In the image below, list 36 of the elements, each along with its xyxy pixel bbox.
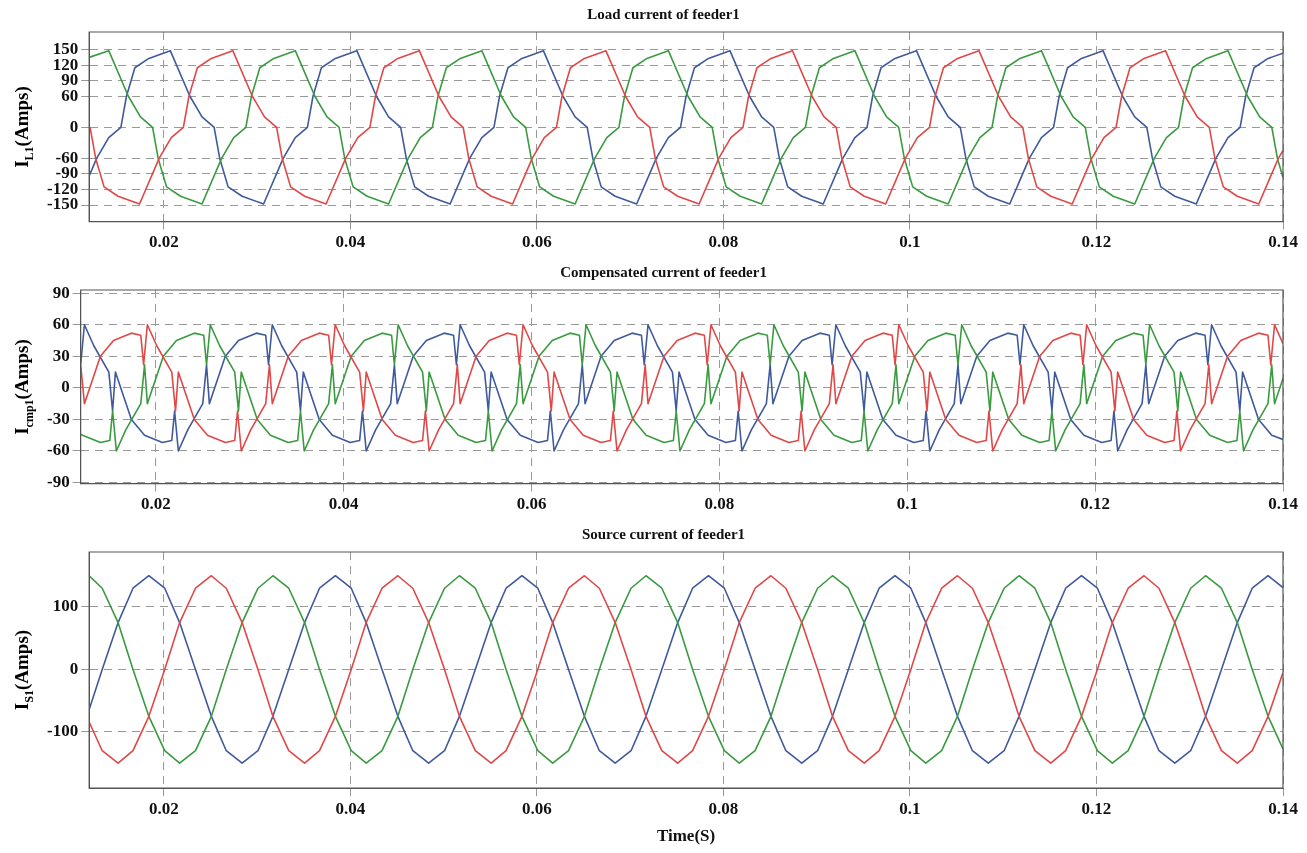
x-tick-label: 0.1 xyxy=(899,232,921,252)
x-tick-label: 0.12 xyxy=(1080,494,1111,514)
x-tick-label: 0.08 xyxy=(708,232,739,252)
x-axis-title: Time(S) xyxy=(656,826,716,846)
y-tick-label: 0 xyxy=(69,658,79,678)
y-tick-label: 100 xyxy=(52,596,79,616)
x-tick-label: 0.1 xyxy=(896,494,918,514)
x-tick-label: 0.08 xyxy=(708,798,739,818)
y-tick-label: 0 xyxy=(69,116,79,136)
x-tick-label: 0.06 xyxy=(521,798,552,818)
y-tick-label: -30 xyxy=(46,408,70,428)
x-tick-label: 0.06 xyxy=(521,232,552,252)
y-tick-label: 90 xyxy=(52,282,70,302)
y-tick-label: -90 xyxy=(46,471,70,491)
x-tick-label: 0.02 xyxy=(140,494,171,514)
x-tick-label: 0.02 xyxy=(148,232,179,252)
x-tick-label: 0.14 xyxy=(1268,494,1299,514)
chart-title: Source current of feeder1 xyxy=(581,525,746,542)
x-tick-label: 0.04 xyxy=(328,494,360,514)
y-tick-label: 30 xyxy=(52,345,70,365)
x-tick-label: 0.12 xyxy=(1081,232,1112,252)
x-tick-label: 0.1 xyxy=(899,798,921,818)
x-tick-label: 0.08 xyxy=(704,494,735,514)
x-tick-label: 0.04 xyxy=(335,798,366,818)
y-tick-label: -100 xyxy=(46,721,79,741)
x-tick-label: 0.04 xyxy=(335,232,366,252)
x-tick-label: 0.12 xyxy=(1081,798,1112,818)
y-tick-label: -60 xyxy=(46,440,70,460)
y-tick-label: 0 xyxy=(61,377,70,397)
chart-title: Load current of feeder1 xyxy=(587,5,740,22)
x-tick-label: 0.14 xyxy=(1268,798,1299,818)
chart-title: Compensated current of feeder1 xyxy=(560,263,767,280)
x-tick-label: 0.02 xyxy=(148,798,179,818)
y-tick-label: 60 xyxy=(52,314,70,334)
x-tick-label: 0.14 xyxy=(1268,232,1299,252)
x-tick-label: 0.06 xyxy=(516,494,547,514)
